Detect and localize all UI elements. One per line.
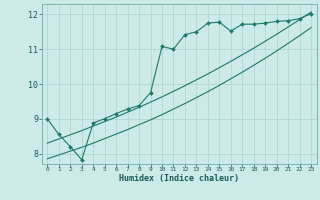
X-axis label: Humidex (Indice chaleur): Humidex (Indice chaleur) xyxy=(119,174,239,183)
